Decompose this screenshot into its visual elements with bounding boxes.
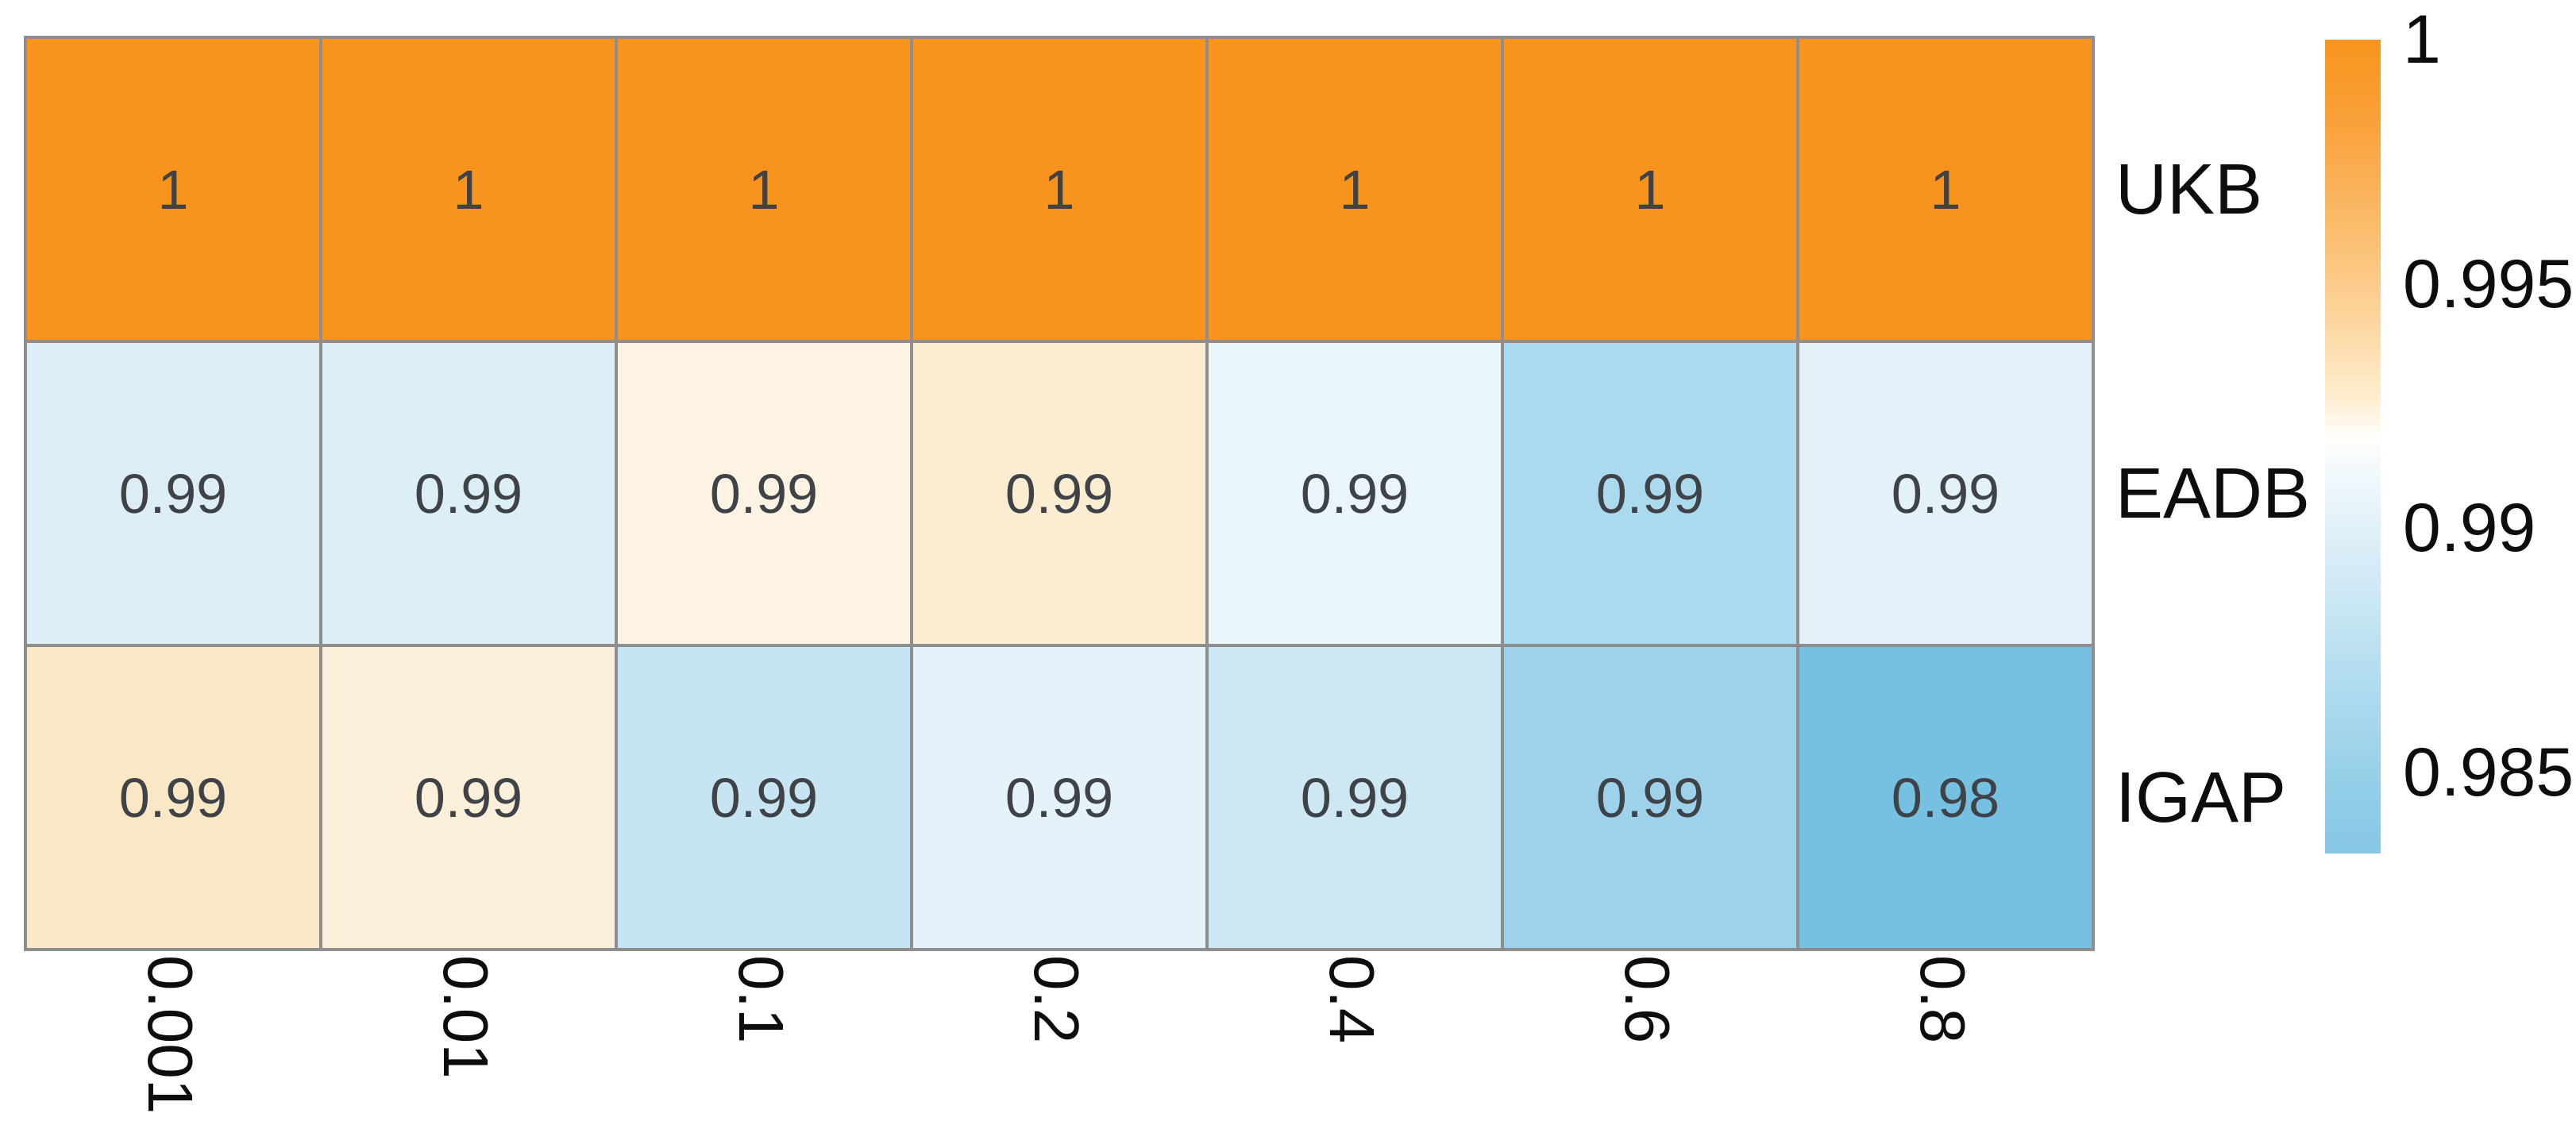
heatmap-cell-EADB-0.4: 0.99 xyxy=(1209,343,1501,644)
heatmap-cell-UKB-0.4: 1 xyxy=(1209,39,1501,340)
heatmap-cell-EADB-0.1: 0.99 xyxy=(618,343,910,644)
heatmap-cell-UKB-0.01: 1 xyxy=(322,39,615,340)
colorbar-tick-0.99: 0.99 xyxy=(2403,490,2536,566)
x-axis-label-0.8: 0.8 xyxy=(1907,955,1978,1044)
cell-value-label: 1 xyxy=(1043,158,1075,221)
x-axis-label-0.1: 0.1 xyxy=(726,955,796,1044)
cell-value-label: 0.98 xyxy=(1891,766,2000,829)
heatmap-cell-IGAP-0.2: 0.99 xyxy=(913,647,1205,948)
heatmap-cell-UKB-0.001: 1 xyxy=(27,39,319,340)
y-axis-label-UKB: UKB xyxy=(2115,149,2263,229)
heatmap-cell-EADB-0.8: 0.99 xyxy=(1799,343,2092,644)
colorbar-tick-0.985: 0.985 xyxy=(2403,734,2574,811)
heatmap-cell-UKB-0.6: 1 xyxy=(1504,39,1796,340)
y-axis-label-EADB: EADB xyxy=(2115,453,2311,534)
colorbar-gradient xyxy=(2325,40,2381,853)
colorbar-tick-1: 1 xyxy=(2403,2,2441,78)
x-axis-label-0.01: 0.01 xyxy=(430,955,501,1079)
heatmap-cell-EADB-0.01: 0.99 xyxy=(322,343,615,644)
heatmap-cell-UKB-0.1: 1 xyxy=(618,39,910,340)
cell-value-label: 1 xyxy=(157,158,189,221)
cell-value-label: 0.99 xyxy=(1595,462,1705,525)
heatmap-cell-EADB-0.2: 0.99 xyxy=(913,343,1205,644)
cell-value-label: 1 xyxy=(453,158,484,221)
heatmap-cell-EADB-0.6: 0.99 xyxy=(1504,343,1796,644)
heatmap-cell-IGAP-0.001: 0.99 xyxy=(27,647,319,948)
cell-value-label: 0.99 xyxy=(1300,462,1409,525)
cell-value-label: 0.99 xyxy=(1595,766,1705,829)
heatmap-cell-IGAP-0.1: 0.99 xyxy=(618,647,910,948)
heatmap-cell-IGAP-0.01: 0.99 xyxy=(322,647,615,948)
heatmap-cell-UKB-0.2: 1 xyxy=(913,39,1205,340)
cell-value-label: 1 xyxy=(1339,158,1371,221)
heatmap-cell-IGAP-0.8: 0.98 xyxy=(1799,647,2092,948)
cell-value-label: 1 xyxy=(1634,158,1666,221)
cell-value-label: 0.99 xyxy=(118,766,228,829)
x-axis-label-0.001: 0.001 xyxy=(135,955,206,1115)
x-axis-label-0.2: 0.2 xyxy=(1021,955,1092,1044)
cell-value-label: 0.99 xyxy=(709,766,819,829)
cell-value-label: 0.99 xyxy=(1005,766,1114,829)
heatmap-cell-UKB-0.8: 1 xyxy=(1799,39,2092,340)
cell-value-label: 0.99 xyxy=(414,766,523,829)
colorbar-tick-0.995: 0.995 xyxy=(2403,245,2574,322)
cell-value-label: 0.99 xyxy=(118,462,228,525)
x-axis-label-0.6: 0.6 xyxy=(1612,955,1683,1044)
y-axis-label-IGAP: IGAP xyxy=(2115,757,2287,838)
heatmap-cell-EADB-0.001: 0.99 xyxy=(27,343,319,644)
cell-value-label: 0.99 xyxy=(1891,462,2000,525)
heatmap-cell-IGAP-0.6: 0.99 xyxy=(1504,647,1796,948)
cell-value-label: 1 xyxy=(1930,158,1961,221)
cell-value-label: 0.99 xyxy=(414,462,523,525)
heatmap-grid: 1 1 1 1 1 1 1 0.99 0.99 0.99 0.99 0.99 0.99 0.99 0.99 0… xyxy=(24,36,2095,951)
cell-value-label: 0.99 xyxy=(709,462,819,525)
heatmap-cell-IGAP-0.4: 0.99 xyxy=(1209,647,1501,948)
cell-value-label: 0.99 xyxy=(1005,462,1114,525)
cell-value-label: 0.99 xyxy=(1300,766,1409,829)
x-axis-label-0.4: 0.4 xyxy=(1317,955,1387,1044)
cell-value-label: 1 xyxy=(748,158,780,221)
